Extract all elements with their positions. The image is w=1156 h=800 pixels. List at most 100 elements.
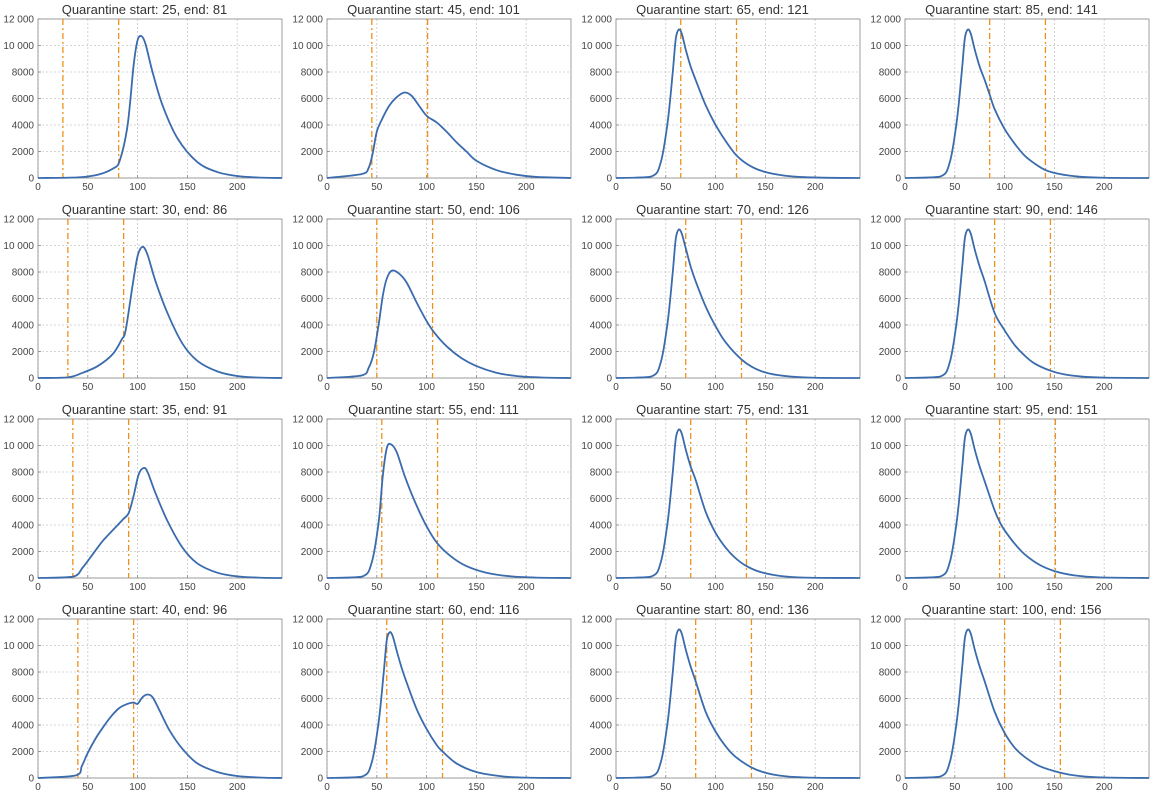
x-tick-label: 100 — [418, 382, 435, 393]
y-tick-label: 10 000 — [292, 241, 323, 252]
chart-panel: Quarantine start: 45, end: 101 0 2000 4000 6… — [289, 0, 578, 200]
y-tick-label: 12 000 — [870, 15, 901, 26]
chart-title-prefix: Quarantine start: — [348, 402, 445, 417]
chart-title-start: 60, — [448, 602, 467, 617]
chart-title-end: 121 — [787, 2, 809, 17]
y-tick-label: 10 000 — [581, 241, 612, 252]
chart-title-start: 85, — [1025, 2, 1044, 17]
infection-curve — [37, 35, 283, 179]
chart-plot: 0 2000 4000 6000 8000 10 000 12 000 0 50 100 150 20… — [292, 415, 572, 593]
x-tick-label: 100 — [129, 382, 146, 393]
chart-title-prefix: Quarantine start: — [925, 402, 1022, 417]
y-tick-label: 10 000 — [3, 41, 34, 52]
chart-title-start: 70, — [736, 202, 755, 217]
infection-curve — [37, 467, 283, 579]
y-tick-label: 8000 — [590, 468, 613, 479]
y-tick-label: 4000 — [301, 321, 324, 332]
chart-title-end: 111 — [499, 402, 519, 417]
y-tick-label: 0 — [606, 774, 612, 785]
chart-title-end-prefix: end: — [469, 202, 495, 217]
y-tick-label: 8000 — [590, 68, 613, 79]
x-tick-label: 200 — [807, 382, 824, 393]
y-tick-label: 6000 — [879, 94, 902, 105]
x-tick-label: 50 — [660, 782, 672, 793]
y-tick-label: 4000 — [590, 121, 613, 132]
y-tick-label: 4000 — [590, 521, 613, 532]
chart-plot: 0 2000 4000 6000 8000 10 000 12 000 0 50 100 150 20… — [870, 215, 1150, 393]
x-tick-label: 200 — [807, 182, 824, 193]
x-tick-label: 0 — [902, 582, 908, 593]
y-tick-label: 2000 — [879, 547, 902, 558]
chart-title-end-prefix: end: — [1047, 202, 1073, 217]
chart-plot: 0 2000 4000 6000 8000 10 000 12 000 0 50 100 150 20… — [581, 415, 861, 593]
x-tick-label: 0 — [902, 382, 908, 393]
y-tick-label: 0 — [28, 174, 34, 185]
chart-plot: 0 2000 4000 6000 8000 10 000 12 000 0 50 100 150 20… — [3, 615, 283, 793]
chart-title-start: 80, — [736, 602, 755, 617]
x-tick-label: 50 — [949, 582, 961, 593]
y-tick-label: 10 000 — [3, 441, 34, 452]
y-tick-label: 4000 — [301, 521, 324, 532]
chart-title-start: 25, — [162, 2, 181, 17]
y-tick-label: 0 — [28, 774, 34, 785]
y-tick-label: 0 — [895, 374, 901, 385]
y-tick-label: 6000 — [590, 494, 613, 505]
y-tick-label: 12 000 — [870, 615, 901, 626]
chart-plot: 0 2000 4000 6000 8000 10 000 12 000 0 50 100 150 20… — [3, 415, 283, 593]
y-tick-label: 10 000 — [870, 241, 901, 252]
chart-plot: 0 2000 4000 6000 8000 10 000 12 000 0 50 100 150 20… — [292, 615, 572, 793]
y-tick-label: 2000 — [301, 347, 324, 358]
y-tick-label: 10 000 — [292, 641, 323, 652]
chart-title-end-prefix: end: — [183, 2, 210, 17]
x-tick-label: 200 — [807, 582, 824, 593]
x-tick-label: 200 — [518, 782, 535, 793]
y-tick-label: 2000 — [12, 547, 35, 558]
x-tick-label: 50 — [660, 182, 672, 193]
chart-title-end: 126 — [787, 202, 809, 217]
y-tick-label: 10 000 — [870, 641, 901, 652]
y-tick-label: 10 000 — [3, 641, 34, 652]
chart-title-start: 75, — [736, 402, 755, 417]
x-tick-label: 150 — [468, 382, 485, 393]
chart-plot: 0 2000 4000 6000 8000 10 000 12 000 0 50 100 150 20… — [870, 15, 1150, 193]
y-tick-label: 2000 — [301, 547, 324, 558]
x-tick-label: 100 — [996, 182, 1013, 193]
y-tick-label: 4000 — [12, 521, 35, 532]
y-tick-label: 2000 — [590, 747, 613, 758]
chart-title-prefix: Quarantine start: — [636, 202, 733, 217]
chart-title-end-prefix: end: — [1047, 2, 1073, 17]
x-tick-label: 0 — [35, 582, 41, 593]
x-tick-label: 0 — [35, 382, 41, 393]
y-tick-label: 2000 — [590, 147, 613, 158]
chart-title-end: 96 — [212, 602, 228, 617]
chart-title-end: 116 — [498, 602, 520, 617]
chart-title-start: 55, — [448, 402, 467, 417]
chart-plot: 0 2000 4000 6000 8000 10 000 12 000 0 50 100 150 20… — [870, 415, 1150, 593]
y-tick-label: 8000 — [301, 468, 324, 479]
y-tick-label: 4000 — [879, 721, 902, 732]
y-tick-label: 8000 — [12, 68, 35, 79]
chart-title-prefix: Quarantine start: — [636, 402, 733, 417]
y-tick-label: 6000 — [301, 494, 324, 505]
y-tick-label: 8000 — [301, 268, 324, 279]
y-tick-label: 0 — [895, 774, 901, 785]
chart-title-end: 81 — [212, 2, 228, 17]
chart-title: Quarantine start: 90, end: 146 — [867, 201, 1156, 219]
chart-title-start: 90, — [1025, 202, 1044, 217]
chart-title-start: 45, — [447, 2, 466, 17]
y-tick-label: 2000 — [301, 147, 324, 158]
chart-plot: 0 2000 4000 6000 8000 10 000 12 000 0 50 100 150 20… — [581, 15, 861, 193]
x-tick-label: 50 — [371, 182, 383, 193]
chart-title-start: 65, — [736, 2, 755, 17]
x-tick-label: 50 — [82, 182, 94, 193]
y-tick-label: 4000 — [590, 321, 613, 332]
chart-title-end-prefix: end: — [469, 2, 495, 17]
x-tick-label: 100 — [418, 782, 435, 793]
x-tick-label: 50 — [371, 382, 383, 393]
chart-title-prefix: Quarantine start: — [347, 202, 444, 217]
y-tick-label: 0 — [317, 574, 323, 585]
chart-title-end: 91 — [212, 402, 228, 417]
x-tick-label: 0 — [324, 382, 330, 393]
y-tick-label: 4000 — [879, 121, 902, 132]
x-tick-label: 100 — [707, 782, 724, 793]
